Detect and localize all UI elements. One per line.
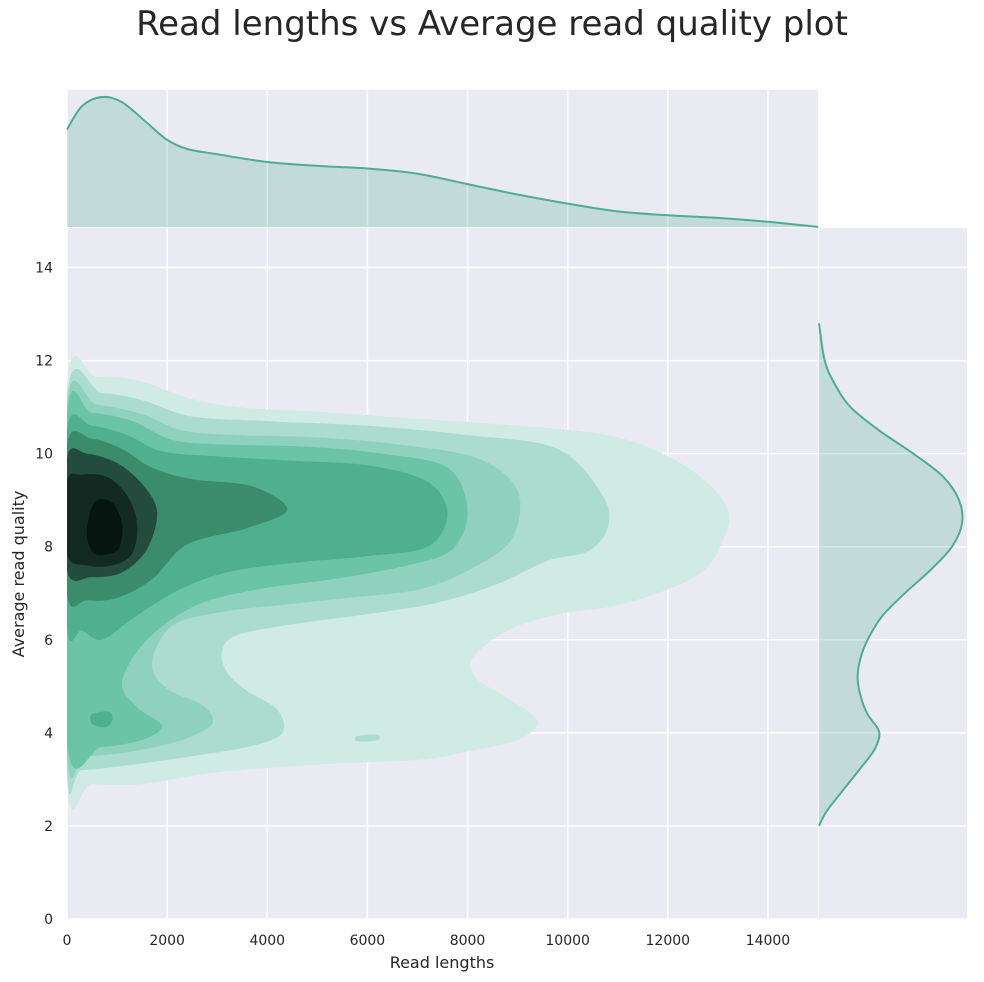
main-kde-panel: 0 2000 4000 6000 8000 10000 12000 14000 0 2 4 6 8 10 1…: [35, 228, 818, 949]
y-tick-label-0: 0: [44, 912, 53, 928]
y-tick-label-6: 12: [35, 354, 53, 370]
kde-contour-level-5: [67, 414, 448, 642]
marginal-y-background: [819, 228, 967, 919]
y-tick-label-4: 8: [44, 540, 53, 556]
y-tick-label-3: 6: [44, 633, 53, 649]
marginal-y-density-line: [818, 323, 964, 827]
y-tick-label-2: 4: [44, 726, 53, 742]
kde-minor-blob-0: [90, 711, 113, 728]
kde-minor-blob-1: [354, 734, 380, 742]
x-tick-label-5: 10000: [545, 933, 590, 949]
kde-contour-level-9: [86, 499, 123, 556]
y-axis-label: Average read quality: [9, 491, 28, 658]
axes-labels: Read lengths Average read quality: [9, 491, 494, 972]
x-tick-label-3: 6000: [350, 933, 386, 949]
x-tick-label-4: 8000: [450, 933, 486, 949]
marginal-x-density-fill: [67, 96, 818, 227]
y-tick-label-1: 2: [44, 819, 53, 835]
marginal-x-density-line: [66, 95, 819, 228]
x-tick-label-7: 14000: [746, 933, 791, 949]
chart-title: Read lengths vs Average read quality plo…: [136, 4, 848, 44]
marginal-y-density-fill: [819, 323, 963, 826]
x-tick-label-1: 2000: [149, 933, 185, 949]
kde-contours: [67, 355, 730, 810]
x-tick-label-0: 0: [63, 933, 72, 949]
x-tick-label-2: 4000: [249, 933, 285, 949]
marginal-x-panel: [66, 90, 819, 228]
marginal-x-background: [67, 90, 818, 227]
y-tick-label-7: 14: [35, 261, 53, 277]
x-axis-label: Read lengths: [390, 953, 495, 972]
marginal-y-panel: [818, 228, 967, 920]
x-tick-label-6: 12000: [646, 933, 691, 949]
y-tick-label-5: 10: [35, 447, 53, 463]
